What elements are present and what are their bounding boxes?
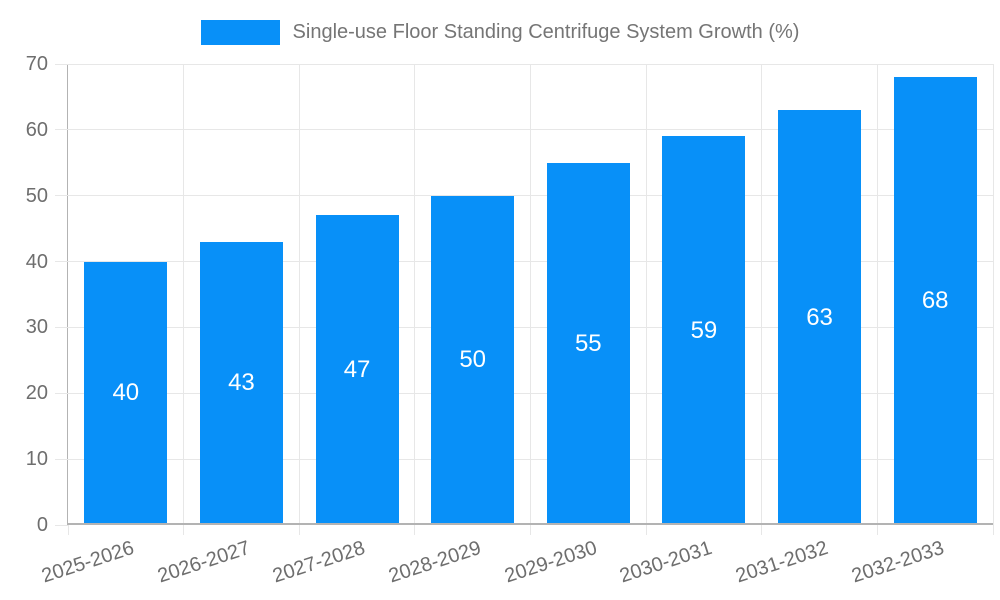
y-axis-tick-mark: [55, 63, 68, 65]
y-axis-line: [67, 64, 68, 525]
y-axis-tick-mark: [55, 392, 68, 394]
x-axis-tick-mark: [183, 525, 185, 535]
y-axis-tick-label: 70: [25, 53, 48, 75]
y-axis-tick-label: 40: [25, 250, 48, 273]
bar: 63: [778, 110, 862, 525]
legend-swatch: [200, 20, 280, 45]
gridline-vertical: [876, 64, 878, 525]
bar-value-label: 55: [574, 329, 602, 357]
x-axis-tick-label: 2027-2028: [270, 536, 369, 588]
x-axis-tick-mark: [298, 525, 300, 535]
bar-value-label: 68: [921, 287, 949, 315]
y-axis-tick-mark: [55, 261, 68, 263]
gridline-vertical: [183, 64, 185, 525]
bar-value-label: 40: [112, 379, 140, 407]
chart-legend-item[interactable]: Single-use Floor Standing Centrifuge Sys…: [0, 20, 1000, 45]
bar: 68: [893, 77, 977, 525]
bar: 43: [199, 241, 283, 525]
x-axis-tick-mark: [67, 525, 69, 535]
y-axis-tick-label: 50: [25, 184, 48, 207]
y-axis-tick-mark: [55, 458, 68, 460]
x-axis-tick-label: 2026-2027: [154, 536, 253, 588]
y-axis-tick-label: 60: [25, 118, 48, 141]
bar-value-label: 59: [690, 316, 718, 344]
bar: 59: [662, 136, 746, 525]
y-axis-tick-mark: [55, 195, 68, 197]
gridline-vertical: [992, 64, 994, 525]
x-axis-tick-label: 2029-2030: [501, 536, 600, 588]
bar-value-label: 47: [343, 356, 371, 384]
bar: 40: [84, 261, 168, 525]
gridline-vertical: [298, 64, 300, 525]
x-axis-tick-label: 2025-2026: [39, 536, 137, 588]
bar: 50: [431, 195, 515, 525]
bar: 47: [315, 215, 399, 525]
x-axis-tick-mark: [992, 525, 994, 535]
y-axis-tick-label: 10: [25, 448, 48, 471]
x-axis-tick-mark: [761, 525, 763, 535]
y-axis-tick-label: 20: [25, 382, 48, 405]
plot-area: 40 43 47 50 55 59 63 68: [68, 63, 994, 525]
y-axis-tick-mark: [55, 326, 68, 328]
gridline-vertical: [761, 64, 763, 525]
gridline-vertical: [530, 64, 531, 525]
x-axis-tick-mark: [530, 525, 531, 535]
bar-value-label: 43: [228, 369, 255, 397]
y-axis-tick-mark: [55, 524, 68, 526]
x-axis-tick-label: 2030-2031: [617, 536, 716, 588]
y-axis-tick-label: 30: [25, 316, 48, 339]
x-axis-tick-label: 2028-2029: [386, 536, 484, 588]
bar-value-label: 50: [459, 346, 487, 374]
x-axis-tick-label: 2032-2033: [848, 536, 947, 588]
x-axis-line: [68, 523, 993, 525]
gridline-vertical: [414, 64, 416, 525]
y-axis-tick-mark: [55, 129, 68, 131]
bar: 55: [546, 162, 630, 525]
y-axis-tick-label: 0: [36, 514, 48, 536]
x-axis-tick-mark: [645, 525, 647, 535]
bar-value-label: 63: [806, 303, 833, 331]
x-axis-tick-mark: [876, 525, 878, 535]
x-axis-tick-label: 2031-2032: [732, 536, 831, 588]
x-axis-tick-mark: [414, 525, 416, 535]
gridline-vertical: [645, 64, 647, 525]
legend-label: Single-use Floor Standing Centrifuge Sys…: [292, 21, 800, 43]
